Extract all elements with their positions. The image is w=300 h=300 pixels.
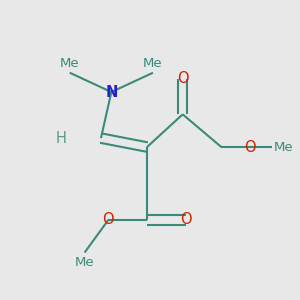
Text: O: O bbox=[177, 71, 188, 86]
Text: N: N bbox=[105, 85, 118, 100]
Text: O: O bbox=[244, 140, 255, 154]
Text: H: H bbox=[56, 130, 66, 146]
Text: Me: Me bbox=[273, 140, 293, 154]
Text: Me: Me bbox=[143, 57, 163, 70]
Text: Me: Me bbox=[60, 57, 80, 70]
Text: O: O bbox=[103, 212, 114, 227]
Text: O: O bbox=[180, 212, 191, 227]
Text: Me: Me bbox=[75, 256, 94, 268]
